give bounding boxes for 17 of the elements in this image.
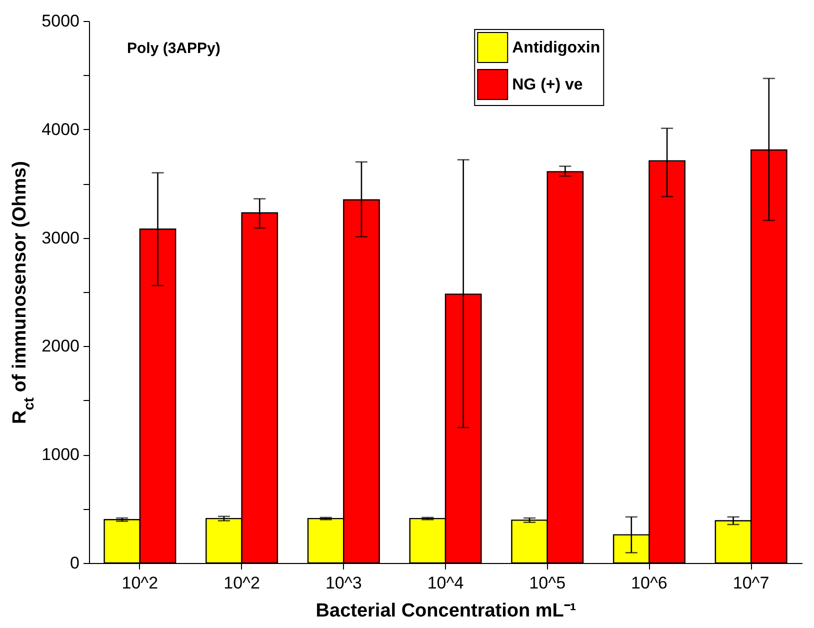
annotation: Poly (3APPy) [127, 40, 220, 57]
legend-label: NG (+) ve [512, 76, 583, 94]
x-tick-label: 10^5 [529, 574, 566, 592]
y-tick-label: 0 [70, 554, 80, 572]
x-tick-label: 10^4 [427, 574, 464, 592]
x-tick-label: 10^2 [122, 574, 158, 592]
y-tick-label: 4000 [42, 120, 80, 139]
x-axis-title: Bacterial Concentration mL⁻¹ [316, 600, 576, 622]
x-tick-label: 10^3 [325, 574, 362, 592]
x-tick-label: 10^2 [224, 574, 260, 592]
y-tick-label: 1000 [42, 445, 80, 464]
x-tick-label: 10^7 [732, 574, 770, 592]
y-tick-label: 5000 [42, 12, 80, 30]
y-tick-label: 2000 [42, 336, 80, 356]
y-tick-label: 3000 [42, 228, 80, 248]
legend-label: Antidigoxin [512, 40, 600, 56]
x-tick-label: 10^6 [631, 574, 668, 592]
